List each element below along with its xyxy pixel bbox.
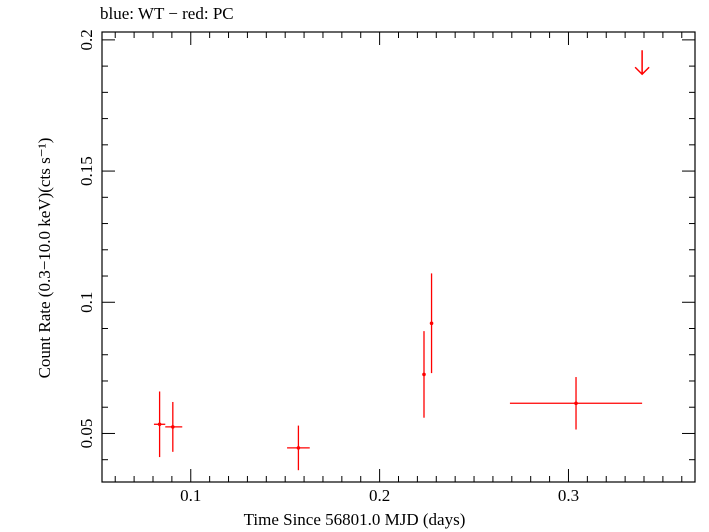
axis-ticks bbox=[102, 32, 695, 482]
y-tick-label: 0.15 bbox=[77, 156, 96, 186]
data-point bbox=[296, 446, 301, 450]
chart-title: blue: WT − red: PC bbox=[100, 4, 234, 23]
y-tick-label: 0.05 bbox=[77, 419, 96, 449]
x-tick-label: 0.3 bbox=[558, 486, 579, 505]
data-point bbox=[422, 372, 426, 377]
data-point bbox=[157, 422, 162, 427]
data-point bbox=[574, 401, 578, 406]
x-tick-label: 0.2 bbox=[369, 486, 390, 505]
plot-frame bbox=[101, 31, 696, 483]
tick-labels: 0.1 0.2 0.3 0.05 0.1 0.15 0.2 bbox=[77, 29, 579, 505]
upper-limit-arrow bbox=[634, 50, 650, 76]
x-tick-label: 0.1 bbox=[180, 486, 201, 505]
data-marks bbox=[153, 50, 650, 471]
y-tick-label: 0.2 bbox=[77, 29, 96, 50]
data-point bbox=[171, 425, 175, 429]
data-point bbox=[429, 321, 434, 326]
y-tick-label: 0.1 bbox=[77, 292, 96, 313]
y-axis-label: Count Rate (0.3−10.0 keV)(cts s⁻¹) bbox=[35, 137, 54, 379]
x-axis-label: Time Since 56801.0 MJD (days) bbox=[243, 510, 466, 529]
